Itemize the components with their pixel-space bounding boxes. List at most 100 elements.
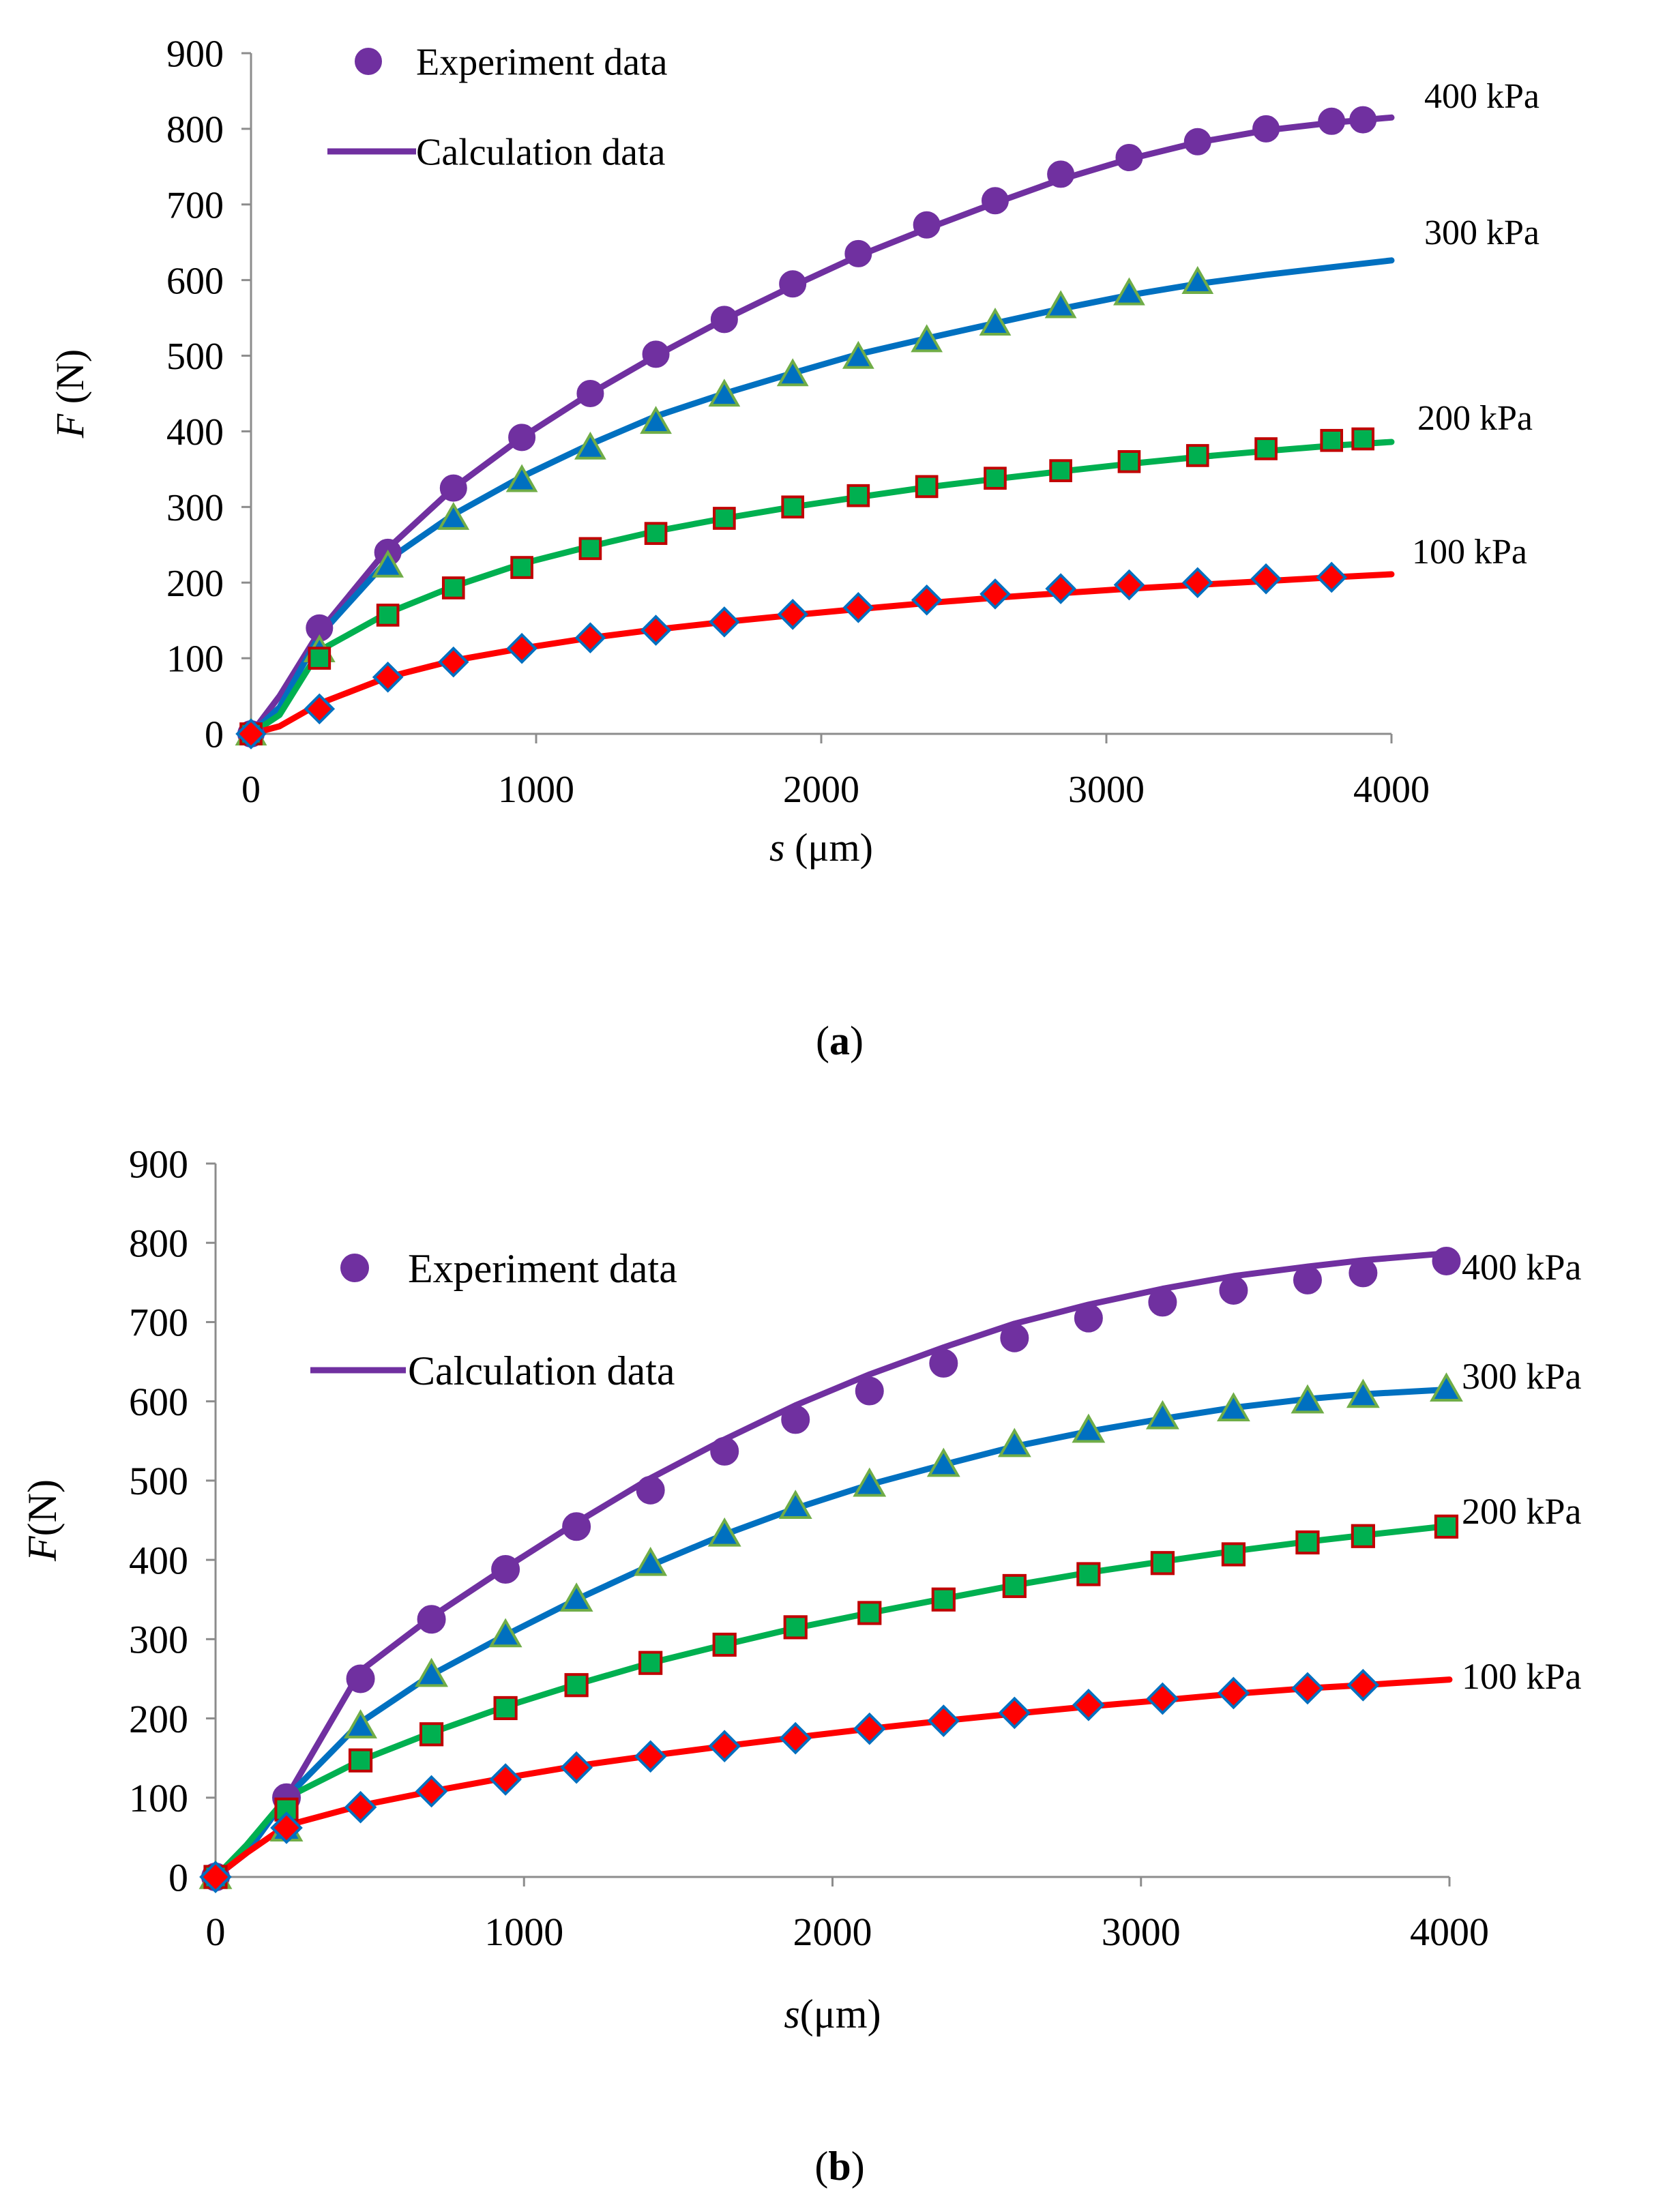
exp-point-200-kpa	[493, 1696, 518, 1721]
y-tick-label: 700	[166, 184, 224, 226]
chart-panel-b: 0 100 200 300 400 500 600 700 800 900 0 1000 2000 300…	[0, 1102, 1680, 2204]
exp-point-100-kpa	[842, 592, 874, 623]
exp-point-400-kpa	[346, 1664, 375, 1693]
calc-line-200-kpa	[212, 1522, 1453, 1880]
exp-point-300-kpa	[488, 1618, 522, 1648]
chart-a-svg: 0 100 200 300 400 500 600 700 800 900 0 1000 2000 300…	[48, 33, 1539, 1063]
exp-point-200-kpa	[1185, 444, 1209, 467]
exp-point-400-kpa	[1074, 1303, 1103, 1333]
exp-point-100-kpa	[1045, 573, 1076, 604]
exp-point-200-kpa	[1351, 427, 1375, 451]
exp-point-200-kpa	[348, 1748, 373, 1773]
exp-point-200-kpa	[1295, 1530, 1320, 1555]
exp-point-300-kpa	[574, 431, 606, 460]
x-axis-label: s (μm)	[769, 825, 873, 870]
exp-point-400-kpa	[508, 424, 536, 452]
exp-point-100-kpa	[634, 1740, 667, 1773]
calc-line-100-kpa	[212, 1676, 1453, 1880]
exp-point-400-kpa	[417, 1605, 446, 1634]
exp-point-200-kpa	[578, 537, 602, 561]
exp-point-300-kpa	[926, 1447, 960, 1477]
exp-point-100-kpa	[1291, 1672, 1324, 1705]
exp-point-300-kpa	[559, 1582, 593, 1612]
calc-line-300-kpa	[248, 257, 1395, 737]
exp-point-400-kpa	[913, 211, 941, 239]
exp-point-300-kpa	[707, 1517, 741, 1547]
exp-point-400-kpa	[642, 340, 670, 368]
y-tick-label: 400	[129, 1538, 188, 1582]
x-tick-label: 2000	[793, 1910, 872, 1954]
exp-point-400-kpa	[1219, 1275, 1248, 1305]
exp-point-200-kpa	[857, 1601, 882, 1625]
exp-point-400-kpa	[562, 1512, 591, 1541]
exp-point-200-kpa	[1117, 449, 1141, 473]
x-axis-label: s(μm)	[784, 1992, 881, 2037]
legend-calculation-label: Calculation data	[408, 1348, 675, 1393]
panel-caption-open: (	[816, 1018, 829, 1063]
exp-point-400-kpa	[1183, 128, 1211, 156]
calc-line-300-kpa	[212, 1386, 1453, 1880]
exp-point-300-kpa	[776, 358, 809, 387]
exp-point-300-kpa	[344, 1709, 378, 1738]
exp-point-200-kpa	[915, 475, 939, 499]
exp-point-300-kpa	[1113, 277, 1145, 306]
legend-experiment-marker	[340, 1254, 369, 1282]
exp-point-100-kpa	[998, 1696, 1031, 1730]
x-tick-label: 0	[206, 1910, 226, 1954]
x-tick-label: 3000	[1068, 769, 1145, 811]
exp-point-200-kpa	[376, 604, 400, 627]
x-axis-label-var: s	[769, 825, 785, 870]
series-label-300-kpa: 300 kPa	[1424, 213, 1539, 252]
y-axis-label-var: F	[20, 1535, 65, 1562]
exp-point-200-kpa	[846, 484, 870, 507]
exp-point-400-kpa	[1293, 1265, 1322, 1294]
y-axis-label-unit: (N)	[48, 349, 92, 414]
exp-point-100-kpa	[560, 1751, 593, 1784]
x-tick-label: 1000	[484, 1910, 563, 1954]
x-tick-label: 0	[241, 769, 261, 811]
exp-point-100-kpa	[372, 662, 404, 693]
y-tick-label: 500	[129, 1459, 188, 1503]
exp-point-300-kpa	[979, 308, 1012, 336]
exp-point-400-kpa	[781, 1405, 810, 1434]
series-label-300-kpa: 300 kPa	[1462, 1356, 1582, 1397]
x-tick-label: 2000	[783, 769, 859, 811]
exp-point-200-kpa	[783, 1615, 808, 1640]
exp-point-400-kpa	[710, 1436, 739, 1466]
x-tick-label: 4000	[1353, 769, 1430, 811]
exp-point-200-kpa	[931, 1587, 956, 1612]
exp-point-100-kpa	[1181, 567, 1213, 599]
exp-point-400-kpa	[1318, 107, 1346, 135]
y-tick-label: 0	[205, 714, 224, 756]
exp-point-100-kpa	[709, 606, 740, 638]
exp-point-200-kpa	[713, 507, 736, 530]
exp-point-100-kpa	[777, 599, 808, 630]
panel-caption-open: (	[814, 2144, 828, 2189]
chart-b-svg: 0 100 200 300 400 500 600 700 800 900 0 1000 2000 300…	[20, 1142, 1582, 2189]
series-label-400-kpa: 400 kPa	[1462, 1247, 1582, 1288]
y-tick-label: 700	[129, 1301, 188, 1345]
exp-point-300-kpa	[842, 340, 874, 369]
panel-caption-close: )	[851, 2144, 865, 2189]
exp-point-100-kpa	[1250, 563, 1282, 595]
panel-caption: (b)	[814, 2144, 864, 2189]
exp-point-100-kpa	[779, 1721, 812, 1755]
exp-point-400-kpa	[1432, 1246, 1461, 1275]
exp-point-200-kpa	[1221, 1542, 1246, 1567]
exp-point-200-kpa	[510, 556, 533, 579]
chart-panel-a: 0 100 200 300 400 500 600 700 800 900 0 1000 2000 300…	[0, 0, 1680, 1102]
x-axis-label-unit: (μm)	[785, 825, 873, 870]
exp-point-300-kpa	[372, 549, 404, 578]
exp-point-300-kpa	[708, 379, 741, 407]
exp-point-100-kpa	[1146, 1682, 1179, 1715]
exp-point-100-kpa	[927, 1704, 960, 1737]
exp-point-400-kpa	[844, 239, 872, 267]
exp-point-400-kpa	[439, 474, 467, 502]
exp-point-300-kpa	[853, 1467, 887, 1497]
exp-point-300-kpa	[437, 501, 470, 530]
exp-point-400-kpa	[636, 1475, 665, 1505]
y-tick-label: 300	[129, 1618, 188, 1662]
exp-point-100-kpa	[438, 646, 469, 678]
legend-calculation-label: Calculation data	[416, 132, 666, 174]
exp-point-300-kpa	[640, 406, 672, 434]
